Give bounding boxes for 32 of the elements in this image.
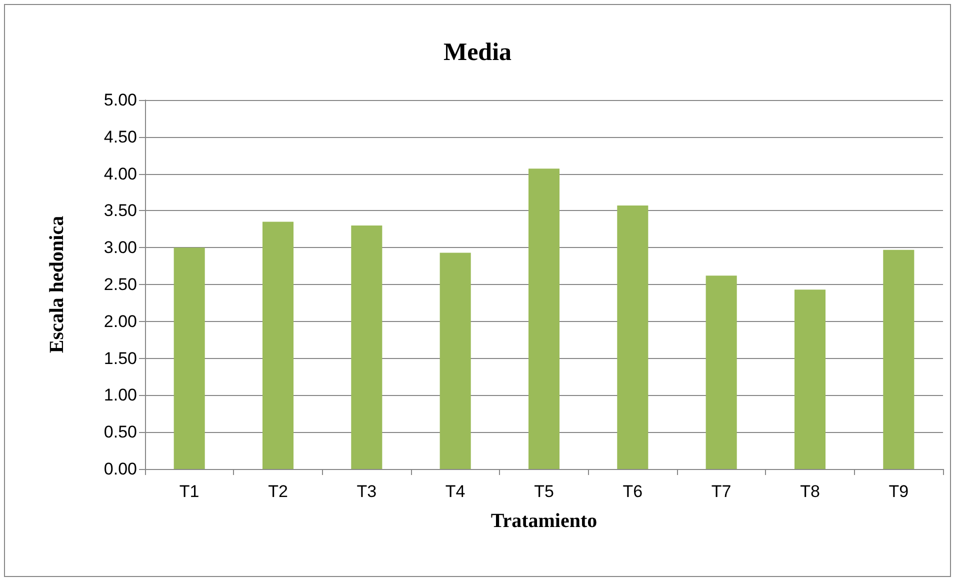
y-tick-label: 0.50 xyxy=(104,422,137,442)
y-tick-label: 0.00 xyxy=(104,460,137,478)
y-tick-label: 2.50 xyxy=(104,275,137,294)
x-tick-label: T1 xyxy=(179,482,200,501)
y-tick-label: 1.00 xyxy=(104,386,137,405)
chart-title: Media xyxy=(443,39,512,66)
x-tick-label: T9 xyxy=(888,482,909,501)
bar xyxy=(262,222,294,469)
y-tick-label: 5.00 xyxy=(104,90,137,110)
x-tick-label: T7 xyxy=(711,482,732,501)
y-tick-label: 1.50 xyxy=(104,348,137,368)
y-tick-label: 4.50 xyxy=(104,127,137,146)
bar xyxy=(351,225,382,469)
y-tick-label: 2.00 xyxy=(104,312,137,331)
bar xyxy=(883,250,914,469)
x-tick-label: T4 xyxy=(445,482,466,501)
y-tick-label: 3.50 xyxy=(104,201,137,220)
bar xyxy=(794,290,826,469)
x-tick-label: T2 xyxy=(268,482,288,501)
x-tick-label: T3 xyxy=(356,482,377,501)
bar xyxy=(617,206,648,469)
y-axis-title: Escala hedonica xyxy=(46,216,68,354)
bar xyxy=(528,168,560,469)
x-tick-label: T8 xyxy=(800,482,820,501)
x-axis-title: Tratamiento xyxy=(490,510,598,532)
y-tick-label: 4.00 xyxy=(104,164,137,184)
bar xyxy=(174,248,205,469)
bar xyxy=(440,252,471,469)
x-tick-label: T6 xyxy=(622,482,643,501)
x-tick-label: T5 xyxy=(534,482,554,501)
bar xyxy=(706,276,737,469)
y-tick-label: 3.00 xyxy=(104,238,137,258)
